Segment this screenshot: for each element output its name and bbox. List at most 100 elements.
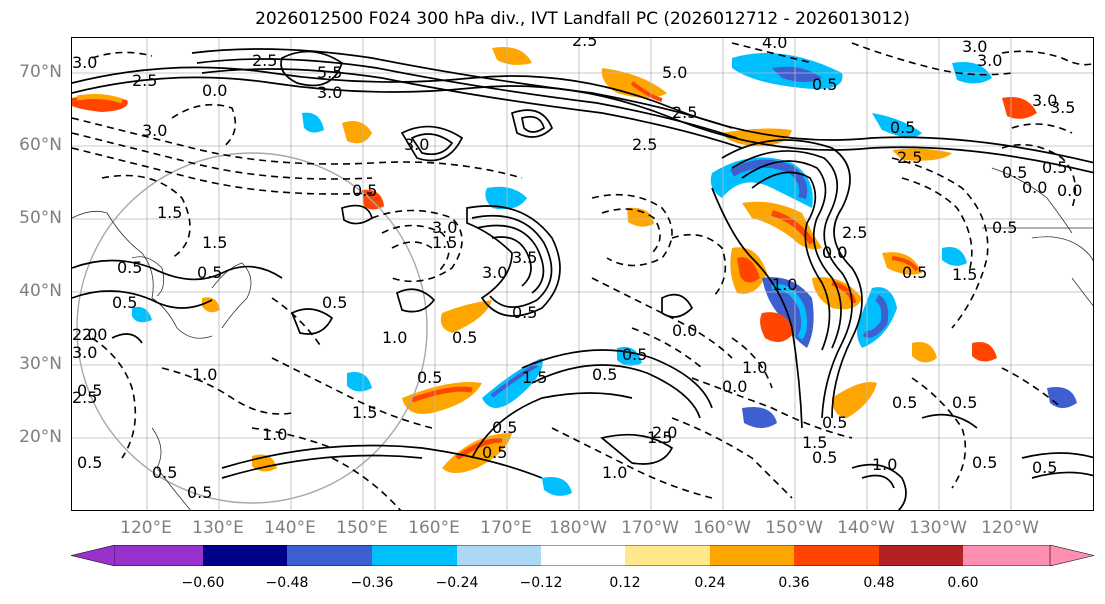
contour-label: 0.5 [77, 453, 102, 472]
colorbar [70, 544, 1095, 570]
lon-label-160e: 160°E [408, 518, 460, 538]
contour-label: 3.0 [72, 343, 97, 362]
lon-label-150w: 150°W [765, 518, 823, 538]
colorbar-segment-1 [115, 545, 203, 566]
contour-label: 0.5 [592, 365, 617, 384]
contour-label: 2.5 [632, 135, 657, 154]
contour-label: 3.0 [317, 83, 342, 102]
contour-label: 0.5 [1042, 158, 1067, 177]
contour-label: 0.5 [152, 463, 177, 482]
contour-label: 3.0 [404, 135, 429, 154]
contour-label: 1.0 [872, 455, 897, 474]
contour-label: 1.0 [262, 425, 287, 444]
colorbar-segment-7 [625, 545, 710, 566]
contour-label: 0.0 [722, 377, 747, 396]
contour-label: 0.5 [452, 328, 477, 347]
colorbar-segment-4 [372, 545, 457, 566]
lat-label-20n: 20°N [19, 427, 62, 447]
colorbar-segment-12 [1049, 544, 1095, 567]
contour-label: 0.0 [822, 243, 847, 262]
colorbar-tick: −0.36 [350, 575, 394, 591]
lon-label-120e: 120°E [120, 518, 172, 538]
colorbar-segment-2 [203, 545, 287, 566]
contour-label: 0.5 [1002, 163, 1027, 182]
contour-label: 2.0 [82, 325, 107, 344]
contour-label: 0.5 [812, 75, 837, 94]
lon-label-150e: 150°E [336, 518, 388, 538]
contour-label: 0.5 [117, 258, 142, 277]
lon-label-160w: 160°W [693, 518, 751, 538]
coastlines [72, 167, 1093, 510]
contour-label: 2.5 [572, 38, 597, 50]
lon-label-120w: 120°W [981, 518, 1039, 538]
contour-label: 2.0 [652, 423, 677, 442]
contour-label: 1.5 [952, 265, 977, 284]
contour-label: 1.0 [192, 365, 217, 384]
colorbar-segment-10 [879, 545, 963, 566]
colorbar-tick: 0.12 [609, 575, 641, 591]
contour-label: 1.5 [157, 203, 182, 222]
contour-label: 0.5 [892, 393, 917, 412]
map-canvas: 3.0 4.0 2.5 3.5 3.0 5.0 2.5 3.0 5.5 2.5 … [72, 38, 1093, 510]
contour-label: 4.0 [762, 38, 787, 52]
contour-label: 0.0 [672, 321, 697, 340]
contour-label: 1.0 [772, 275, 797, 294]
contour-label: 0.0 [1022, 178, 1047, 197]
contour-label: 1.0 [602, 463, 627, 482]
map-panel: 3.0 4.0 2.5 3.5 3.0 5.0 2.5 3.0 5.5 2.5 … [71, 37, 1094, 511]
contour-label: 1.0 [382, 328, 407, 347]
contour-label: 0.5 [112, 293, 137, 312]
contour-label: 3.0 [1032, 91, 1057, 110]
contour-label: 2.5 [252, 51, 277, 70]
contour-label: 1.5 [522, 368, 547, 387]
colorbar-segment-0 [70, 544, 116, 567]
contour-label: 5.5 [317, 63, 342, 82]
contour-label: 0.5 [902, 263, 927, 282]
contour-label: 1.5 [202, 233, 227, 252]
colorbar-tick: 0.24 [694, 575, 726, 591]
contour-label: 1.5 [352, 403, 377, 422]
colorbar-segment-8 [710, 545, 794, 566]
colorbar-tick: −0.60 [181, 575, 225, 591]
contour-label: 0.5 [952, 393, 977, 412]
contour-label: 0.5 [512, 303, 537, 322]
lon-label-170e: 170°E [480, 518, 532, 538]
contour-label: 0.5 [322, 293, 347, 312]
lon-label-140w: 140°W [837, 518, 895, 538]
colorbar-tick: 0.60 [947, 575, 979, 591]
contour-label: 3.0 [962, 38, 987, 56]
lat-label-70n: 70°N [19, 62, 62, 82]
contour-label: 2.5 [72, 388, 97, 407]
contour-label: 2.0 [72, 325, 97, 344]
contour-label: 0.5 [492, 418, 517, 437]
colorbar-tick: −0.12 [519, 575, 563, 591]
colorbar-tick: 0.36 [778, 575, 810, 591]
graticule [72, 38, 1093, 510]
contour-label: 3.5 [1050, 98, 1075, 117]
contour-labels: 3.0 4.0 2.5 3.5 3.0 5.0 2.5 3.0 5.5 2.5 … [72, 38, 1082, 502]
contour-label: 0.0 [202, 81, 227, 100]
lat-label-50n: 50°N [19, 208, 62, 228]
colorbar-segment-3 [287, 545, 372, 566]
map-title: 2026012500 F024 300 hPa div., IVT Landfa… [255, 9, 910, 29]
contour-label: 1.5 [432, 233, 457, 252]
lon-label-140e: 140°E [264, 518, 316, 538]
lon-label-130w: 130°W [909, 518, 967, 538]
contour-label: 0.5 [822, 413, 847, 432]
contour-label: 0.0 [822, 243, 847, 262]
contour-label: 0.0 [1057, 181, 1082, 200]
contour-label: 3.0 [977, 51, 1002, 70]
contour-label: 0.5 [77, 381, 102, 400]
contour-label: 0.5 [812, 448, 837, 467]
lon-label-130e: 130°E [192, 518, 244, 538]
colorbar-segment-11 [963, 545, 1050, 566]
contour-label: 5.0 [662, 63, 687, 82]
contours-solid [72, 48, 1093, 510]
contour-label: 0.5 [992, 218, 1017, 237]
contour-label: 2.5 [842, 223, 867, 242]
contour-label: 2.5 [897, 148, 922, 167]
colorbar-tick: −0.48 [265, 575, 309, 591]
contour-label: 3.0 [142, 121, 167, 140]
contour-label: 0.5 [482, 443, 507, 462]
colorbar-segment-6 [541, 545, 625, 566]
